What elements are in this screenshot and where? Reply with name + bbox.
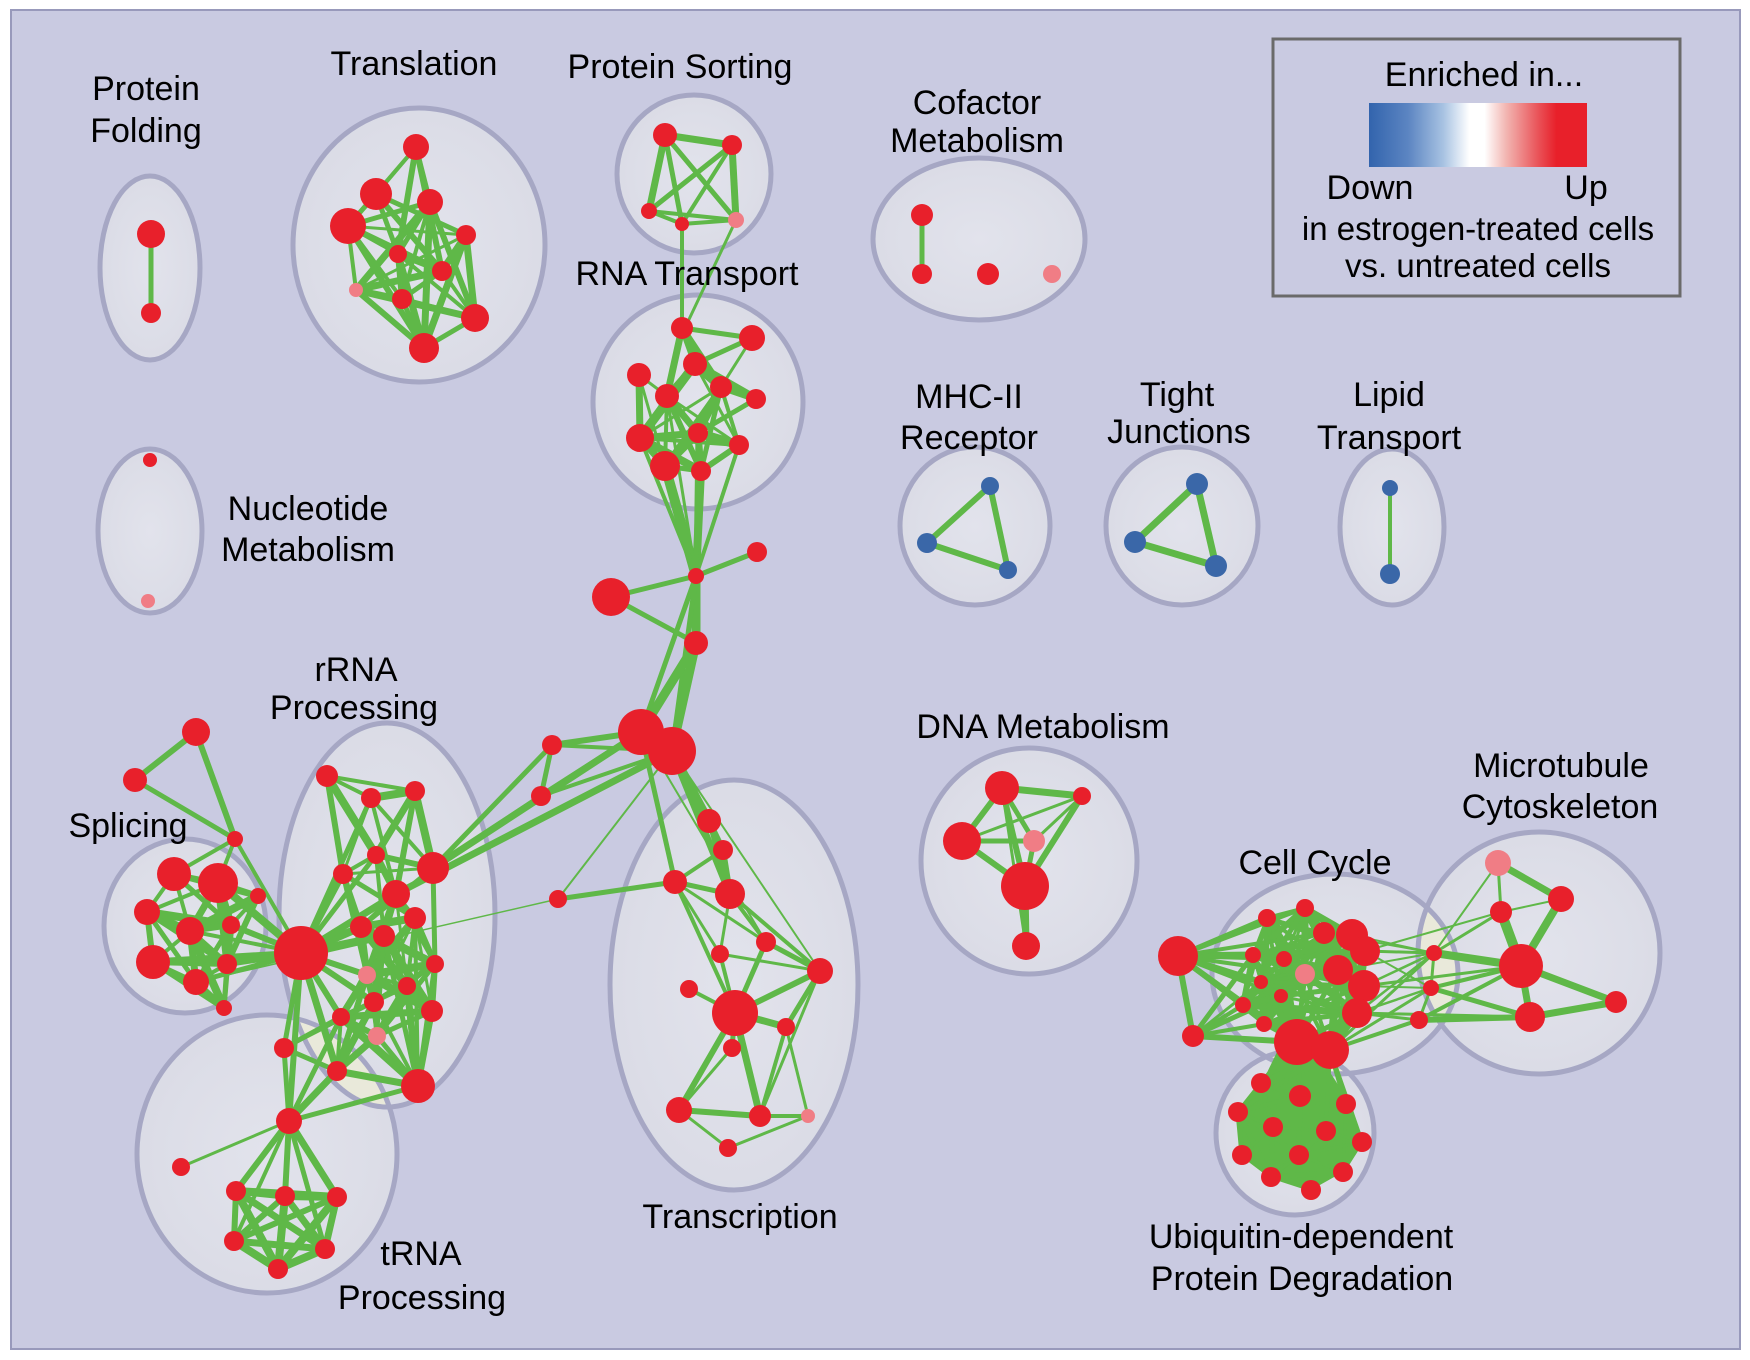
svg-text:vs. untreated cells: vs. untreated cells	[1345, 247, 1611, 284]
svg-text:MHC-II: MHC-II	[915, 378, 1023, 416]
svg-text:Cell Cycle: Cell Cycle	[1238, 844, 1391, 882]
svg-text:Metabolism: Metabolism	[221, 531, 395, 569]
svg-text:Protein Sorting: Protein Sorting	[568, 48, 793, 86]
svg-text:Down: Down	[1327, 169, 1414, 207]
svg-text:Lipid: Lipid	[1353, 376, 1425, 414]
svg-text:Processing: Processing	[270, 689, 438, 727]
svg-text:tRNA: tRNA	[380, 1235, 462, 1273]
svg-text:Up: Up	[1564, 169, 1607, 207]
svg-text:Enriched in...: Enriched in...	[1385, 56, 1583, 94]
svg-text:Splicing: Splicing	[68, 807, 187, 845]
svg-text:Protein: Protein	[92, 70, 200, 108]
svg-text:Folding: Folding	[90, 112, 202, 150]
svg-text:in estrogen-treated cells: in estrogen-treated cells	[1302, 210, 1654, 247]
svg-text:rRNA: rRNA	[314, 651, 397, 689]
svg-text:Ubiquitin-dependent: Ubiquitin-dependent	[1149, 1218, 1454, 1256]
svg-text:RNA Transport: RNA Transport	[576, 255, 800, 293]
svg-text:Processing: Processing	[338, 1279, 506, 1317]
svg-text:Cytoskeleton: Cytoskeleton	[1462, 788, 1659, 826]
svg-text:Tight: Tight	[1140, 376, 1215, 414]
svg-text:Receptor: Receptor	[900, 419, 1038, 457]
svg-text:Protein Degradation: Protein Degradation	[1151, 1260, 1453, 1298]
svg-text:Cofactor: Cofactor	[913, 84, 1042, 122]
svg-text:DNA Metabolism: DNA Metabolism	[916, 708, 1169, 746]
svg-text:Microtubule: Microtubule	[1473, 747, 1649, 785]
svg-text:Junctions: Junctions	[1107, 413, 1251, 451]
svg-text:Transcription: Transcription	[642, 1198, 837, 1236]
svg-text:Translation: Translation	[331, 45, 498, 83]
svg-text:Metabolism: Metabolism	[890, 122, 1064, 160]
svg-text:Transport: Transport	[1317, 419, 1462, 457]
svg-text:Nucleotide: Nucleotide	[228, 490, 389, 528]
